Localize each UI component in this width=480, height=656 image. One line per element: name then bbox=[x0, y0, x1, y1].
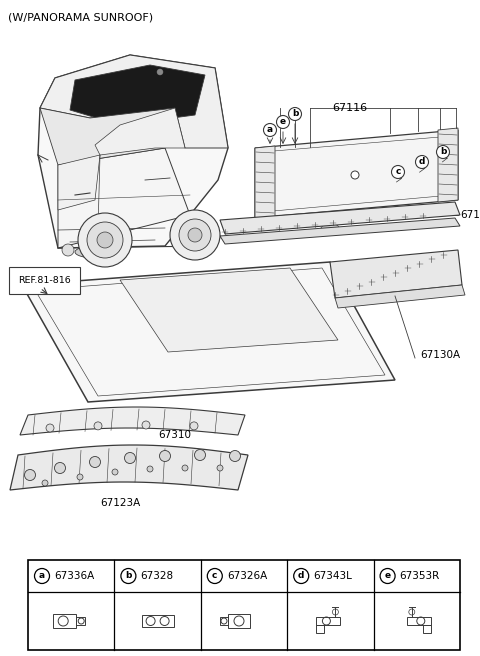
Circle shape bbox=[157, 69, 163, 75]
Polygon shape bbox=[58, 148, 190, 248]
Text: e: e bbox=[280, 117, 286, 127]
Polygon shape bbox=[255, 146, 275, 222]
Text: a: a bbox=[267, 125, 273, 134]
Text: 67310: 67310 bbox=[158, 430, 192, 440]
Circle shape bbox=[147, 466, 153, 472]
Text: 67328: 67328 bbox=[140, 571, 174, 581]
Bar bbox=[28, 560, 460, 650]
Circle shape bbox=[217, 465, 223, 471]
Circle shape bbox=[24, 470, 36, 480]
Polygon shape bbox=[335, 285, 465, 308]
Polygon shape bbox=[40, 108, 175, 165]
Text: 67336A: 67336A bbox=[54, 571, 94, 581]
Text: REF.81-816: REF.81-816 bbox=[18, 276, 71, 285]
Text: 67326A: 67326A bbox=[227, 571, 267, 581]
Circle shape bbox=[436, 146, 449, 159]
Text: 67343L: 67343L bbox=[313, 571, 352, 581]
Polygon shape bbox=[22, 262, 395, 402]
Circle shape bbox=[294, 569, 309, 583]
Circle shape bbox=[288, 108, 301, 121]
Text: 67145C: 67145C bbox=[460, 210, 480, 220]
Circle shape bbox=[179, 219, 211, 251]
Circle shape bbox=[112, 469, 118, 475]
Circle shape bbox=[380, 569, 395, 583]
Circle shape bbox=[55, 462, 65, 474]
Polygon shape bbox=[58, 155, 100, 210]
Circle shape bbox=[142, 421, 150, 429]
Circle shape bbox=[264, 123, 276, 136]
Text: c: c bbox=[396, 167, 401, 176]
Circle shape bbox=[94, 422, 102, 430]
Polygon shape bbox=[10, 445, 248, 490]
Polygon shape bbox=[330, 250, 462, 298]
Text: b: b bbox=[125, 571, 132, 581]
Circle shape bbox=[121, 569, 136, 583]
Polygon shape bbox=[70, 65, 205, 125]
Circle shape bbox=[124, 453, 135, 464]
Polygon shape bbox=[20, 407, 245, 435]
Polygon shape bbox=[40, 55, 228, 148]
Polygon shape bbox=[120, 268, 338, 352]
Circle shape bbox=[42, 480, 48, 486]
Polygon shape bbox=[255, 130, 458, 218]
Circle shape bbox=[62, 244, 74, 256]
Text: a: a bbox=[39, 571, 45, 581]
Polygon shape bbox=[220, 218, 460, 244]
Polygon shape bbox=[220, 202, 460, 234]
Circle shape bbox=[207, 569, 222, 583]
Polygon shape bbox=[38, 55, 228, 248]
Text: d: d bbox=[298, 571, 304, 581]
Circle shape bbox=[97, 232, 113, 248]
Circle shape bbox=[416, 155, 429, 169]
Text: 67130A: 67130A bbox=[420, 350, 460, 360]
Circle shape bbox=[159, 451, 170, 462]
Text: b: b bbox=[292, 110, 298, 119]
Polygon shape bbox=[95, 108, 185, 155]
Text: d: d bbox=[419, 157, 425, 167]
Circle shape bbox=[392, 165, 405, 178]
Text: e: e bbox=[384, 571, 391, 581]
Circle shape bbox=[229, 451, 240, 462]
Circle shape bbox=[188, 228, 202, 242]
Polygon shape bbox=[438, 128, 458, 202]
Circle shape bbox=[190, 422, 198, 430]
Circle shape bbox=[351, 171, 359, 179]
Ellipse shape bbox=[321, 224, 339, 232]
Text: (W/PANORAMA SUNROOF): (W/PANORAMA SUNROOF) bbox=[8, 12, 153, 22]
Circle shape bbox=[182, 465, 188, 471]
Text: 67123A: 67123A bbox=[100, 498, 140, 508]
Text: 67116: 67116 bbox=[333, 103, 368, 113]
Text: 67353R: 67353R bbox=[399, 571, 440, 581]
Circle shape bbox=[194, 449, 205, 461]
Text: b: b bbox=[440, 148, 446, 157]
Ellipse shape bbox=[75, 246, 115, 258]
Circle shape bbox=[78, 213, 132, 267]
Circle shape bbox=[87, 222, 123, 258]
Circle shape bbox=[170, 210, 220, 260]
Circle shape bbox=[89, 457, 100, 468]
Circle shape bbox=[35, 569, 49, 583]
Circle shape bbox=[276, 115, 289, 129]
Circle shape bbox=[46, 424, 54, 432]
Circle shape bbox=[77, 474, 83, 480]
Text: c: c bbox=[212, 571, 217, 581]
